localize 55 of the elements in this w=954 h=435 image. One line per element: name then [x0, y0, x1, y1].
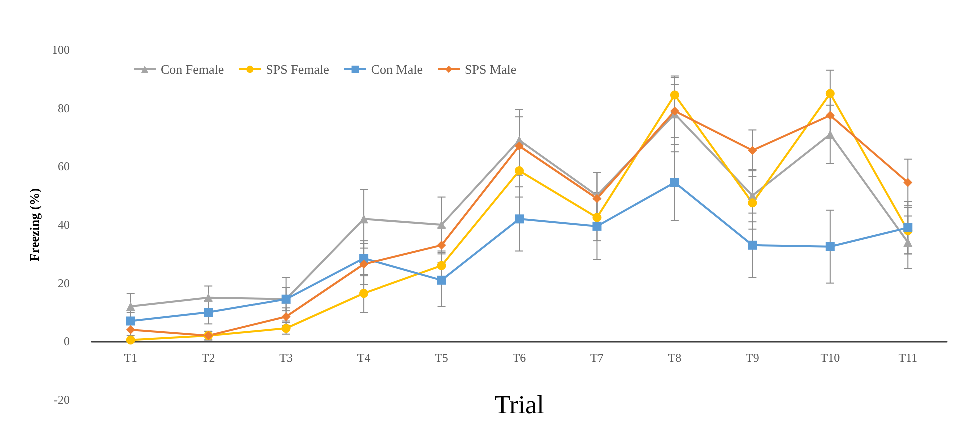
- x-axis-title: Trial: [494, 390, 544, 420]
- point: [360, 214, 369, 224]
- point: [826, 89, 835, 98]
- point: [904, 238, 913, 247]
- x-tick-label: T2: [202, 351, 216, 365]
- point: [437, 261, 446, 270]
- x-tick-label: T6: [512, 351, 526, 365]
- x-tick-label: T7: [590, 351, 604, 365]
- point: [904, 178, 913, 188]
- x-tick-label: T5: [435, 351, 448, 365]
- point: [360, 289, 369, 298]
- x-tick-label: T11: [898, 351, 918, 365]
- y-tick-label: 80: [58, 101, 70, 116]
- point: [126, 326, 136, 334]
- point: [748, 240, 758, 250]
- y-tick-label: 100: [52, 43, 70, 57]
- point: [360, 260, 369, 269]
- point: [826, 130, 835, 140]
- point: [437, 220, 446, 230]
- point: [748, 146, 758, 156]
- point: [204, 308, 214, 317]
- point: [592, 222, 602, 231]
- point: [592, 194, 602, 204]
- point: [748, 198, 758, 208]
- point: [904, 223, 913, 232]
- y-tick-label: -20: [54, 393, 70, 407]
- point: [437, 276, 446, 285]
- point: [126, 336, 136, 345]
- legend-label: SPS Male: [465, 62, 517, 77]
- point: [204, 293, 214, 302]
- y-axis-title: Freezing (%): [27, 188, 42, 262]
- point: [515, 166, 524, 176]
- y-tick-label: 40: [58, 218, 70, 232]
- point: [126, 316, 136, 326]
- point: [670, 106, 680, 116]
- point: [826, 111, 835, 120]
- x-tick-label: T3: [280, 351, 293, 365]
- legend-label: Con Male: [371, 62, 424, 77]
- legend-label: SPS Female: [266, 62, 330, 77]
- x-tick-label: T8: [668, 351, 682, 365]
- point: [670, 178, 680, 188]
- point: [826, 242, 835, 252]
- y-tick-label: 60: [58, 160, 70, 174]
- point: [515, 142, 524, 151]
- x-tick-label: T4: [357, 351, 371, 365]
- legend-label: Con Female: [161, 62, 224, 77]
- point: [515, 214, 524, 224]
- point: [592, 213, 602, 222]
- point: [670, 90, 680, 100]
- x-tick-label: T10: [820, 351, 840, 365]
- y-tick-label: 20: [58, 276, 70, 290]
- x-tick-label: T9: [746, 351, 760, 365]
- point: [126, 302, 136, 312]
- y-tick-label: 0: [64, 334, 70, 349]
- x-tick-label: T1: [124, 351, 138, 365]
